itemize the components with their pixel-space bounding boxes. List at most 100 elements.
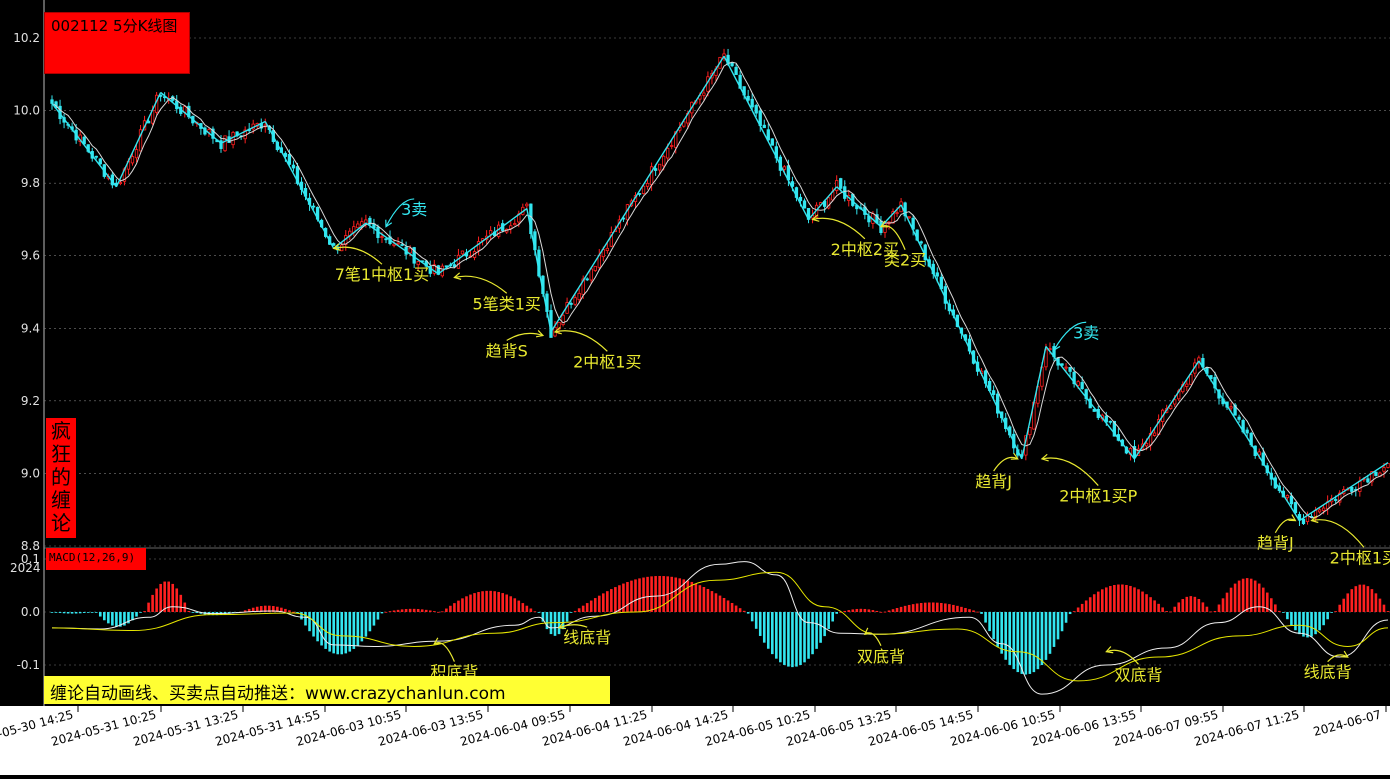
macd-bar xyxy=(871,610,875,612)
annotation-arrow xyxy=(454,275,508,294)
macd-bar xyxy=(1149,597,1152,612)
macd-bar xyxy=(82,612,86,613)
candle-body xyxy=(1233,404,1237,416)
macd-bar xyxy=(742,610,746,612)
macd-bar xyxy=(887,610,891,612)
candle-body xyxy=(416,261,420,266)
candle-body xyxy=(585,278,589,281)
candle-body xyxy=(835,180,839,191)
candle-body xyxy=(436,265,440,275)
macd-bar xyxy=(662,576,665,612)
candle-body xyxy=(291,164,296,169)
macd-bar xyxy=(1109,585,1112,612)
macd-bar xyxy=(296,612,299,614)
candle-body xyxy=(1185,383,1189,387)
macd-bar xyxy=(634,579,637,612)
macd-bar xyxy=(545,612,549,630)
macd-bar xyxy=(1056,612,1060,640)
macd-bar xyxy=(1294,612,1297,631)
bi-stroke-line xyxy=(51,55,1389,522)
candle-body xyxy=(311,205,316,208)
candle-body xyxy=(1072,371,1076,385)
macd-bar xyxy=(1177,602,1181,612)
annotation-arrow xyxy=(506,332,544,341)
macd-bar xyxy=(1330,612,1333,613)
macd-bar xyxy=(1370,589,1374,612)
macd-bar xyxy=(952,604,955,612)
macd-bar xyxy=(1241,578,1245,612)
macd-bar xyxy=(775,612,778,659)
macd-bar xyxy=(638,578,641,612)
candle-body xyxy=(1173,399,1177,405)
macd-bar xyxy=(1201,602,1205,612)
candle-body xyxy=(207,129,211,133)
macd-bar xyxy=(356,612,360,646)
candle-body xyxy=(1229,406,1233,409)
bi-segment xyxy=(836,186,882,228)
macd-bar xyxy=(54,612,58,613)
macd-bar xyxy=(1145,594,1148,612)
bi-segment xyxy=(264,121,335,249)
candle-body xyxy=(919,241,923,244)
macd-bar xyxy=(1012,612,1016,670)
annotation-arrowhead xyxy=(811,214,820,222)
macd-bar xyxy=(1004,612,1008,660)
macd-bar xyxy=(706,588,710,612)
macd-bar xyxy=(1032,612,1036,673)
candle-body xyxy=(569,302,573,305)
macd-bar xyxy=(1040,612,1044,666)
candle-body xyxy=(400,244,404,246)
annotation-arrowhead xyxy=(1288,514,1297,522)
candle-body xyxy=(1370,471,1374,483)
macd-bar xyxy=(766,612,770,649)
macd-bar xyxy=(1213,610,1217,612)
macd-bar xyxy=(103,612,106,621)
macd-bar xyxy=(191,612,195,613)
candle-body xyxy=(460,250,465,255)
macd-bar xyxy=(1092,594,1096,612)
macd-bar xyxy=(171,583,175,612)
macd-bar xyxy=(690,581,694,612)
macd-bar xyxy=(1378,598,1382,612)
macd-bar xyxy=(123,612,126,626)
candle-body xyxy=(746,95,750,101)
annotation-label: 2中枢1买 xyxy=(1330,548,1390,567)
macd-bar xyxy=(1270,598,1273,612)
macd-bar xyxy=(457,600,460,612)
bi-segment xyxy=(1198,360,1301,521)
annotation-label: 2中枢2买 xyxy=(831,240,899,259)
macd-bar xyxy=(606,591,609,612)
candle-body xyxy=(1189,374,1193,385)
annotation-label: 线底背 xyxy=(1304,663,1352,682)
candle-body xyxy=(1152,432,1157,436)
bi-segment xyxy=(900,204,1023,460)
annotation-label: 7笔1中枢1买 xyxy=(335,265,430,284)
candle-body xyxy=(1358,480,1362,492)
macd-bar xyxy=(915,603,919,612)
macd-y-axis: 0.1 0.0 -0.1 2024 xyxy=(10,552,41,672)
bi-segment xyxy=(526,208,552,333)
macd-bar xyxy=(1274,604,1277,612)
price-tick-label: 9.6 xyxy=(21,249,40,263)
macd-bar xyxy=(187,610,191,612)
macd-bar xyxy=(199,612,203,614)
macd-bar xyxy=(1358,584,1362,612)
macd-bar xyxy=(1161,607,1164,612)
annotation-label: 5笔类1买 xyxy=(473,294,541,313)
macd-bar xyxy=(750,612,754,622)
macd-bar xyxy=(461,598,464,612)
macd-bar xyxy=(791,612,794,668)
macd-label-badge: MACD(12,26,9) xyxy=(46,548,146,570)
macd-bar xyxy=(98,612,102,617)
macd-bar xyxy=(1314,612,1317,635)
candle-body xyxy=(456,254,461,269)
time-tick-label: 2024-06-07 xyxy=(1312,707,1383,739)
candle-body xyxy=(513,223,517,226)
macd-bar xyxy=(1286,612,1289,620)
annotation-arrow xyxy=(554,330,608,352)
candle-body xyxy=(670,145,674,147)
candle-body xyxy=(1028,427,1032,436)
macd-bar xyxy=(1181,599,1185,612)
macd-bar xyxy=(831,612,834,622)
macd-bar xyxy=(1193,596,1197,612)
